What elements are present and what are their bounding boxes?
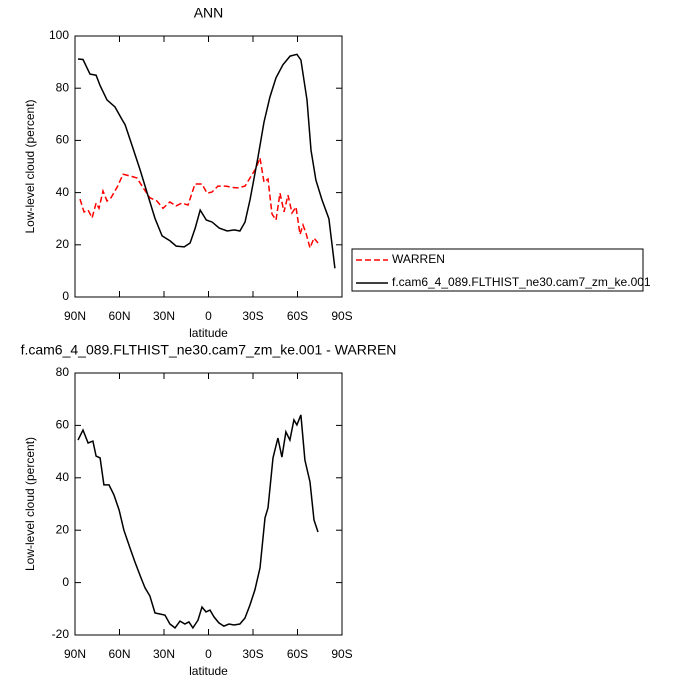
x-tick-label: 0 bbox=[205, 647, 212, 661]
x-tick-label: 60N bbox=[108, 309, 130, 323]
y-tick-label: 80 bbox=[56, 365, 70, 379]
plot-frame bbox=[74, 35, 343, 298]
y-tick-label: 40 bbox=[56, 470, 70, 484]
x-tick-label: 30S bbox=[242, 309, 263, 323]
y-tick-label: 20 bbox=[56, 522, 70, 536]
legend: WARREN f.cam6_4_089.FLTHIST_ne30.cam7_zm_… bbox=[351, 248, 651, 292]
x-tick-label: 90N bbox=[64, 647, 86, 661]
y-tick-label: 20 bbox=[56, 237, 70, 251]
x-tick-label: 90N bbox=[64, 309, 86, 323]
y-axis-label: Low-level cloud (percent) bbox=[23, 437, 37, 571]
y-tick-label: 60 bbox=[56, 133, 70, 147]
x-tick-label: 60S bbox=[287, 647, 308, 661]
plot-frame bbox=[74, 372, 343, 636]
legend-label: f.cam6_4_089.FLTHIST_ne30.cam7_zm_ke.001 bbox=[392, 275, 651, 289]
x-tick-label: 30N bbox=[153, 309, 175, 323]
x-tick-label: 60N bbox=[108, 647, 130, 661]
legend-label: WARREN bbox=[392, 252, 445, 266]
x-axis-label: latitude bbox=[189, 326, 228, 340]
x-tick-label: 90S bbox=[331, 647, 352, 661]
x-tick-label: 90S bbox=[331, 309, 352, 323]
y-tick-label: 0 bbox=[62, 575, 69, 589]
x-tick-label: 60S bbox=[287, 309, 308, 323]
y-tick-label: 80 bbox=[56, 80, 70, 94]
plot: ANN latitude Low-level cloud (percent) 0 20 4… bbox=[23, 5, 651, 340]
data-line bbox=[77, 414, 319, 630]
x-tick-label: 30N bbox=[153, 647, 175, 661]
y-tick-label: -20 bbox=[52, 627, 70, 641]
data-line bbox=[79, 155, 319, 251]
x-tick-label: 0 bbox=[205, 309, 212, 323]
y-axis-label: Low-level cloud (percent) bbox=[23, 99, 37, 233]
plot: f.cam6_4_089.FLTHIST_ne30.cam7_zm_ke.001… bbox=[21, 342, 397, 678]
data-line bbox=[77, 53, 336, 269]
legend-box bbox=[351, 248, 644, 292]
chart-title: f.cam6_4_089.FLTHIST_ne30.cam7_zm_ke.001… bbox=[21, 342, 397, 358]
x-tick-label: 30S bbox=[242, 647, 263, 661]
y-tick-label: 100 bbox=[49, 28, 69, 42]
x-axis-label: latitude bbox=[189, 664, 228, 678]
chart-title: ANN bbox=[194, 5, 224, 21]
y-tick-label: 0 bbox=[62, 289, 69, 303]
y-tick-label: 40 bbox=[56, 185, 70, 199]
y-tick-label: 60 bbox=[56, 418, 70, 432]
